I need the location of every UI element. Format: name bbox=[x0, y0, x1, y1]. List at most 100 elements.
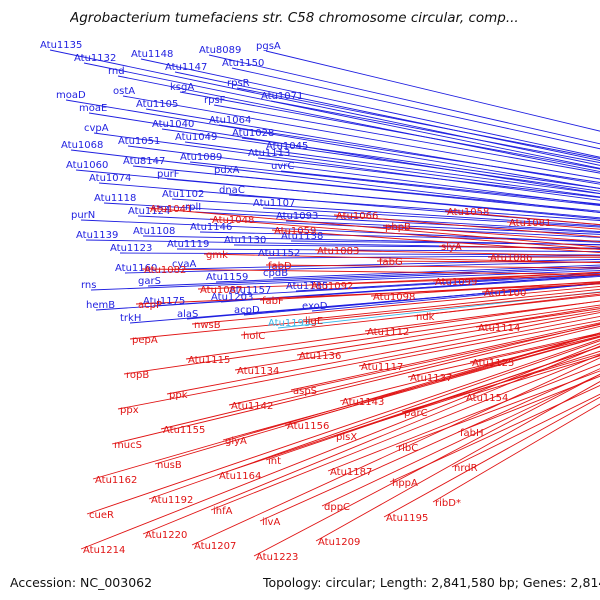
gene-label-reverse[interactable]: fabF bbox=[262, 296, 284, 307]
gene-label-reverse[interactable]: plsX bbox=[336, 432, 357, 443]
gene-label-forward[interactable]: uvrC bbox=[271, 161, 294, 172]
gene-label-forward[interactable]: rnd bbox=[108, 66, 125, 77]
gene-label-forward[interactable]: pgsA bbox=[256, 41, 281, 52]
gene-label-reverse[interactable]: Atu1223 bbox=[256, 552, 298, 563]
gene-label-reverse[interactable]: hppA bbox=[392, 478, 418, 489]
gene-label-forward[interactable]: Atu1040 bbox=[152, 119, 194, 130]
gene-label-forward[interactable]: Atu1130 bbox=[224, 235, 266, 246]
gene-label-forward[interactable]: rpsF bbox=[204, 95, 226, 106]
gene-label-reverse[interactable]: Atu1155 bbox=[163, 425, 205, 436]
gene-label-reverse[interactable]: Atu1082 bbox=[144, 265, 186, 276]
gene-label-forward[interactable]: Atu1105 bbox=[136, 99, 178, 110]
gene-label-reverse[interactable]: ihfA bbox=[213, 506, 233, 517]
gene-label-reverse[interactable]: parC bbox=[404, 408, 428, 419]
gene-label-reverse[interactable]: Atu1195 bbox=[386, 513, 428, 524]
gene-label-reverse[interactable]: Atu1142 bbox=[231, 401, 273, 412]
gene-label-forward[interactable]: Atu1135 bbox=[40, 40, 82, 51]
gene-label-reverse[interactable]: Atu1058 bbox=[447, 207, 489, 218]
gene-label-reverse[interactable]: Atu1125 bbox=[472, 358, 514, 369]
gene-label-reverse[interactable]: Atu1164 bbox=[219, 471, 261, 482]
gene-label-reverse[interactable]: ribD* bbox=[435, 498, 461, 509]
gene-label-forward[interactable]: rpsR bbox=[227, 78, 250, 89]
gene-label-forward[interactable]: Atu1124 bbox=[128, 206, 170, 217]
gene-label-reverse[interactable]: Atu1098 bbox=[373, 292, 415, 303]
gene-label-forward[interactable]: Atu1147 bbox=[165, 62, 207, 73]
gene-label-reverse[interactable]: mucS bbox=[114, 440, 142, 451]
gene-label-forward[interactable]: Atu1150 bbox=[222, 58, 264, 69]
gene-label-reverse[interactable]: ropB bbox=[126, 370, 149, 381]
gene-label-reverse[interactable]: Atu1187 bbox=[330, 467, 372, 478]
gene-label-forward[interactable]: Atu1146 bbox=[190, 222, 232, 233]
gene-label-forward[interactable]: ksgA bbox=[170, 82, 194, 93]
gene-label-reverse[interactable]: Atu1115 bbox=[188, 355, 230, 366]
gene-label-forward[interactable]: purF bbox=[157, 169, 180, 180]
gene-label-reverse[interactable]: gmk bbox=[206, 250, 228, 261]
gene-label-forward[interactable]: Atu1107 bbox=[253, 198, 295, 209]
gene-label-reverse[interactable]: Atu1112 bbox=[367, 327, 409, 338]
gene-label-reverse[interactable]: fabG bbox=[379, 257, 403, 268]
gene-label-forward[interactable]: hemB bbox=[86, 300, 115, 311]
gene-label-forward[interactable]: Atu1119 bbox=[167, 239, 209, 250]
gene-label-forward[interactable]: Atu1113 bbox=[248, 148, 290, 159]
gene-label-reverse[interactable]: Atu1087 bbox=[200, 285, 242, 296]
gene-label-forward[interactable]: Atu1068 bbox=[61, 140, 103, 151]
gene-label-reverse[interactable]: pbpB bbox=[385, 222, 411, 233]
gene-label-forward[interactable]: Atu1071 bbox=[261, 91, 303, 102]
gene-label-reverse[interactable]: ndk bbox=[416, 312, 435, 323]
gene-label-reverse[interactable]: Atu1099 bbox=[435, 277, 477, 288]
gene-label-forward[interactable]: Atu1157 bbox=[229, 285, 271, 296]
gene-label-reverse[interactable]: Atu1214 bbox=[83, 545, 125, 556]
gene-label-forward[interactable]: alaS bbox=[177, 309, 198, 320]
gene-label-forward[interactable]: purN bbox=[71, 210, 95, 221]
gene-label-reverse[interactable]: int bbox=[268, 456, 281, 467]
gene-label-forward[interactable]: moaE bbox=[79, 103, 107, 114]
gene-label-reverse[interactable]: fabH bbox=[460, 428, 484, 439]
gene-label-forward[interactable]: Atu1064 bbox=[209, 115, 251, 126]
gene-label-reverse[interactable]: Atu1156 bbox=[287, 421, 329, 432]
gene-label-reverse[interactable]: Atu1100 bbox=[484, 288, 526, 299]
gene-label-reverse[interactable]: Atu1154 bbox=[466, 393, 508, 404]
gene-label-forward[interactable]: cyaA bbox=[172, 259, 197, 270]
gene-label-reverse[interactable]: Atu1220 bbox=[145, 530, 187, 541]
gene-label-forward[interactable]: pdxA bbox=[214, 165, 240, 176]
gene-label-forward[interactable]: garS bbox=[138, 276, 161, 287]
gene-label-forward[interactable]: Atu1175 bbox=[143, 296, 185, 307]
gene-label-reverse[interactable]: Atu1114 bbox=[478, 323, 520, 334]
gene-label-forward[interactable]: rplI bbox=[185, 202, 201, 213]
gene-label-forward[interactable]: trkH bbox=[120, 313, 141, 324]
gene-label-reverse[interactable]: Atu1117 bbox=[361, 362, 403, 373]
gene-label-reverse[interactable]: aspS bbox=[293, 386, 317, 397]
gene-label-forward[interactable]: Atu1203 bbox=[211, 292, 253, 303]
gene-label-reverse[interactable]: cueR bbox=[89, 510, 114, 521]
gene-label-forward[interactable]: Atu1123 bbox=[110, 243, 152, 254]
gene-label-reverse[interactable]: pepA bbox=[132, 335, 158, 346]
gene-label-forward[interactable]: Atu1108 bbox=[133, 226, 175, 237]
gene-label-reverse[interactable]: Atu1207 bbox=[194, 541, 236, 552]
gene-label-reverse[interactable]: Atu1066 bbox=[336, 211, 378, 222]
gene-label-reverse[interactable]: nwsB bbox=[194, 320, 221, 331]
gene-label-reverse[interactable]: Atu1081 bbox=[509, 218, 551, 229]
gene-label-reverse[interactable]: Atu1048 bbox=[212, 215, 254, 226]
gene-label-reverse[interactable]: ilvA bbox=[262, 517, 280, 528]
gene-label-forward[interactable]: Atu1139 bbox=[76, 230, 118, 241]
gene-label-forward[interactable]: Atu1060 bbox=[66, 160, 108, 171]
gene-label-forward[interactable]: Atu1152 bbox=[258, 248, 300, 259]
gene-label-forward[interactable]: Atu8147 bbox=[123, 156, 165, 167]
gene-label-reverse[interactable]: slyA bbox=[441, 242, 462, 253]
gene-label-reverse[interactable]: Atu1192 bbox=[151, 495, 193, 506]
gene-label-forward[interactable]: Atu1193 bbox=[268, 318, 310, 329]
gene-label-forward[interactable]: moaD bbox=[56, 90, 86, 101]
gene-label-forward[interactable]: Atu1160 bbox=[115, 263, 157, 274]
gene-label-forward[interactable]: ostA bbox=[113, 86, 135, 97]
gene-label-forward[interactable]: Atu1093 bbox=[276, 211, 318, 222]
gene-label-forward[interactable]: Atu1102 bbox=[162, 189, 204, 200]
gene-label-reverse[interactable]: Atu1083 bbox=[317, 246, 359, 257]
gene-label-reverse[interactable]: Atu1092 bbox=[311, 281, 353, 292]
gene-label-reverse[interactable]: fabD bbox=[268, 261, 292, 272]
gene-label-reverse[interactable]: Atu1136 bbox=[299, 351, 341, 362]
gene-label-forward[interactable]: Atu1049 bbox=[175, 132, 217, 143]
gene-label-forward[interactable]: Atu1051 bbox=[118, 136, 160, 147]
gene-label-forward[interactable]: Atu1138 bbox=[281, 231, 323, 242]
gene-label-reverse[interactable]: Atu1041 bbox=[150, 204, 192, 215]
gene-label-reverse[interactable]: holC bbox=[243, 331, 265, 342]
